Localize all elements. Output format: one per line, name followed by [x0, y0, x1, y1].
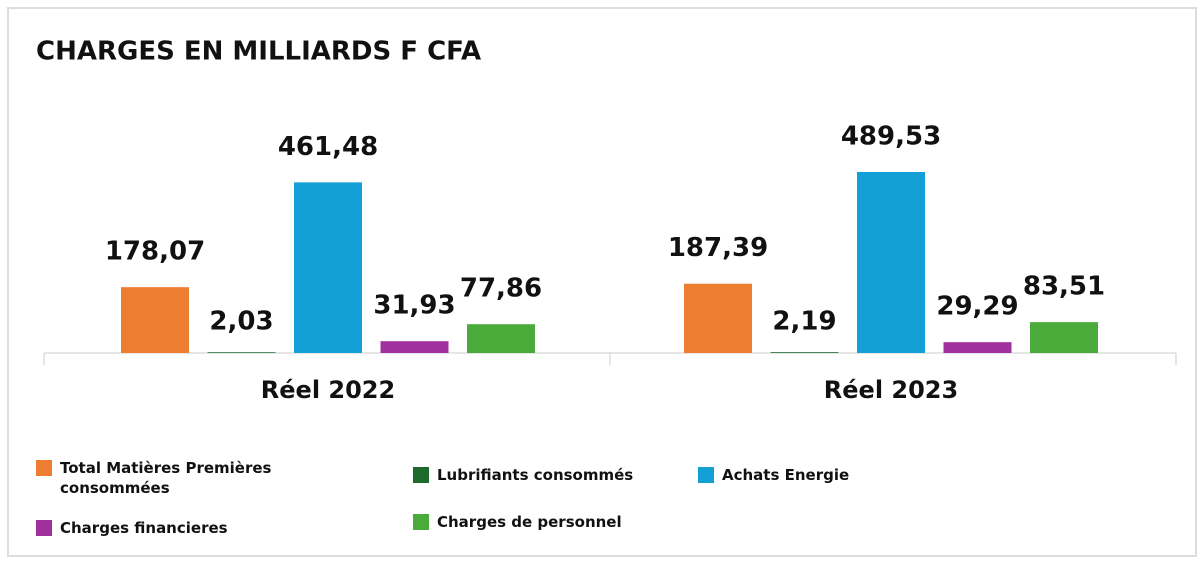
bar [207, 352, 276, 353]
data-label: 178,07 [105, 237, 205, 267]
legend-label: Charges financieres [60, 519, 228, 537]
legend-swatch [698, 467, 714, 483]
legend-item: Charges de personnel [413, 512, 622, 532]
x-tick-label: Réel 2023 [824, 376, 958, 404]
data-label: 187,39 [668, 233, 768, 263]
bar [467, 324, 535, 353]
legend-label: Lubrifiants consommés [437, 466, 634, 484]
bar [380, 341, 449, 353]
legend-item: Total Matières Premières consommées [36, 458, 330, 498]
legend-item: Lubrifiants consommés [413, 465, 633, 485]
data-label: 29,29 [936, 292, 1018, 322]
legend-label: Total Matières Premières consommées [60, 459, 272, 497]
bar [294, 182, 362, 353]
bar [857, 172, 925, 353]
frame [7, 7, 1197, 557]
bar [770, 352, 839, 353]
legend-swatch [36, 460, 52, 476]
bar [684, 283, 752, 353]
legend-swatch [36, 520, 52, 536]
legend-label: Achats Energie [722, 466, 850, 484]
data-label: 2,19 [772, 307, 836, 337]
bar [943, 342, 1012, 353]
chart-title: CHARGES EN MILLIARDS F CFA [36, 37, 481, 67]
bar [1030, 322, 1098, 353]
legend-swatch [413, 514, 429, 530]
legend-label: Charges de personnel [437, 513, 622, 531]
data-label: 2,03 [209, 307, 273, 337]
legend-swatch [413, 467, 429, 483]
legend-item: Achats Energie [698, 465, 849, 485]
data-label: 461,48 [278, 132, 378, 162]
data-label: 489,53 [841, 122, 941, 152]
x-tick-label: Réel 2022 [261, 376, 395, 404]
data-label: 31,93 [373, 291, 455, 321]
data-label: 83,51 [1023, 272, 1105, 302]
bar [121, 287, 189, 353]
legend-item: Charges financieres [36, 518, 228, 538]
data-label: 77,86 [460, 274, 542, 304]
